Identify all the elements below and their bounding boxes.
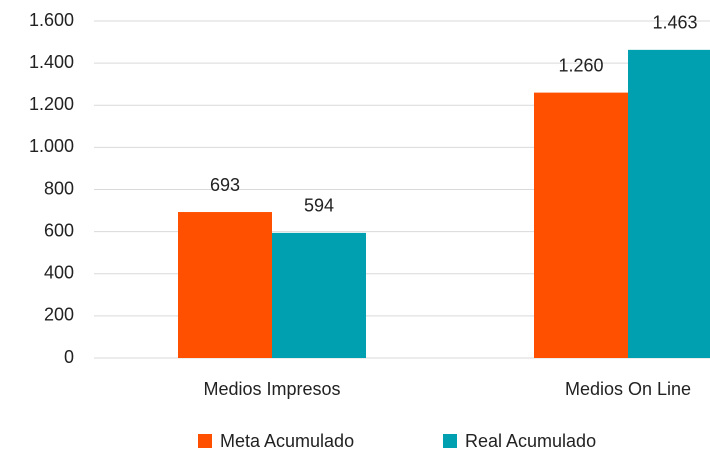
legend-swatch xyxy=(198,434,212,448)
x-tick-label: Medios Impresos xyxy=(203,379,340,399)
legend-label: Real Acumulado xyxy=(465,431,596,451)
y-tick-label: 800 xyxy=(44,178,74,198)
bar xyxy=(272,232,366,358)
bar xyxy=(534,92,628,359)
value-label: 1.463 xyxy=(652,13,697,33)
value-label: 1.260 xyxy=(558,55,603,75)
y-tick-label: 0 xyxy=(64,347,74,367)
y-tick-label: 1.600 xyxy=(29,10,74,30)
x-tick-label: Medios On Line xyxy=(565,379,691,399)
y-tick-label: 1.400 xyxy=(29,52,74,72)
value-label: 594 xyxy=(304,196,334,216)
y-tick-label: 1.000 xyxy=(29,136,74,156)
legend-label: Meta Acumulado xyxy=(220,431,354,451)
y-tick-label: 1.200 xyxy=(29,94,74,114)
bar xyxy=(628,49,710,359)
y-tick-label: 400 xyxy=(44,263,74,283)
y-tick-label: 200 xyxy=(44,305,74,325)
value-label: 693 xyxy=(210,175,240,195)
bar xyxy=(178,212,272,358)
y-tick-label: 600 xyxy=(44,220,74,240)
legend-swatch xyxy=(443,434,457,448)
